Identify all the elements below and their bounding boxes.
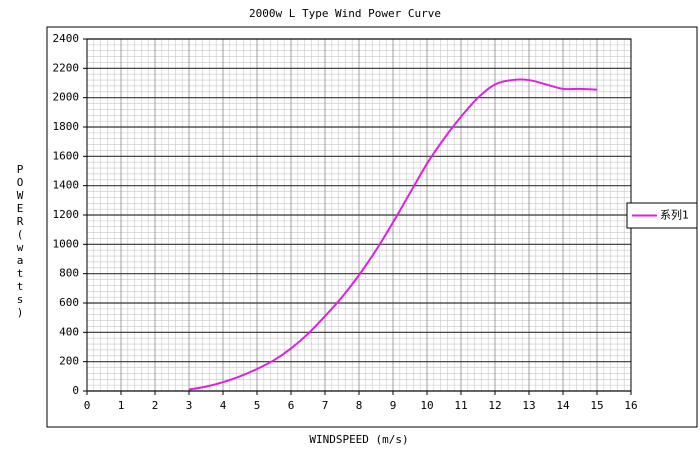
x-tick-label: 0 — [84, 399, 91, 412]
y-tick-label: 0 — [72, 384, 79, 397]
x-tick-label: 13 — [522, 399, 535, 412]
x-tick-label: 16 — [624, 399, 637, 412]
legend-label: 系列1 — [660, 208, 689, 222]
x-tick-label: 15 — [590, 399, 603, 412]
y-axis-label-text: P O W E R(w a t t s) — [17, 163, 24, 319]
x-tick-label: 7 — [322, 399, 329, 412]
y-tick-label: 1000 — [53, 237, 80, 250]
y-tick-label: 2400 — [53, 32, 80, 45]
x-tick-label: 3 — [186, 399, 193, 412]
y-tick-label: 1400 — [53, 179, 80, 192]
x-tick-label: 6 — [288, 399, 295, 412]
x-tick-label: 5 — [254, 399, 261, 412]
y-tick-label: 600 — [59, 296, 79, 309]
y-tick-label: 1200 — [53, 208, 80, 221]
y-tick-label: 1800 — [53, 120, 80, 133]
y-tick-label: 200 — [59, 355, 79, 368]
chart-title: 2000w L Type Wind Power Curve — [249, 7, 441, 20]
y-tick-label: 2000 — [53, 91, 80, 104]
y-tick-label: 400 — [59, 325, 79, 338]
x-tick-label: 14 — [556, 399, 570, 412]
x-tick-label: 8 — [356, 399, 363, 412]
x-tick-label: 4 — [220, 399, 227, 412]
x-tick-label: 9 — [390, 399, 397, 412]
x-tick-label: 2 — [152, 399, 159, 412]
y-axis-label: P O W E R(w a t t s) — [17, 163, 24, 319]
x-tick-label: 12 — [488, 399, 501, 412]
y-tick-label: 2200 — [53, 61, 80, 74]
x-axis-label: WINDSPEED (m/s) — [309, 433, 408, 446]
x-tick-label: 1 — [118, 399, 125, 412]
data-line — [188, 78, 598, 391]
y-tick-label: 800 — [59, 267, 79, 280]
x-tick-label: 10 — [420, 399, 433, 412]
x-tick-label: 11 — [454, 399, 467, 412]
y-tick-label: 1600 — [53, 149, 80, 162]
